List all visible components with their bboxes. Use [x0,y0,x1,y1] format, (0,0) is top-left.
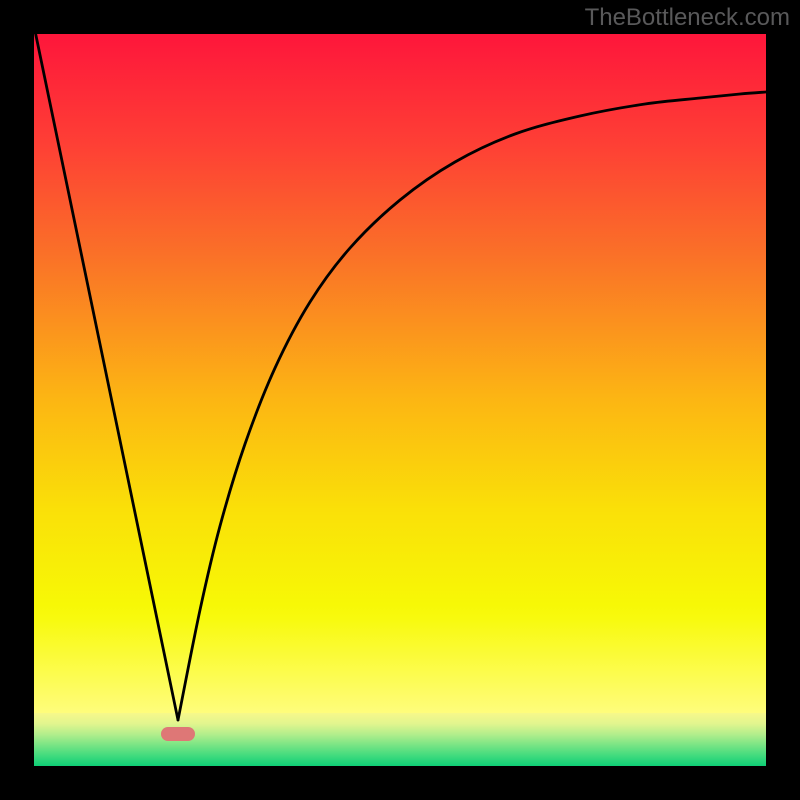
watermark-text: TheBottleneck.com [585,4,790,32]
curve-overlay [0,0,800,800]
minimum-marker [161,727,195,741]
chart-container: TheBottleneck.com [0,0,800,800]
